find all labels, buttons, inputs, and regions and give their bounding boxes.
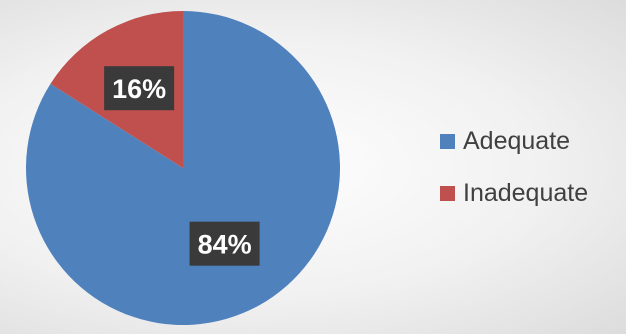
data-label-text: 84% — [198, 230, 252, 260]
legend-label-adequate: Adequate — [463, 126, 571, 155]
data-label-box — [104, 66, 175, 111]
legend: Adequate Inadequate — [440, 122, 588, 226]
legend-label-inadequate: Inadequate — [463, 178, 589, 207]
data-label-text: 16% — [112, 74, 166, 104]
legend-item-adequate: Adequate — [440, 122, 588, 160]
data-label-box — [189, 221, 260, 266]
data-label-adequate: 84% — [189, 221, 260, 266]
pie-slice-adequate — [25, 11, 340, 325]
legend-swatch-adequate — [440, 133, 455, 149]
data-label-inadequate: 16% — [104, 66, 175, 111]
legend-item-inadequate: Inadequate — [440, 174, 588, 212]
pie-chart: 84% 16% — [25, 11, 340, 325]
legend-swatch-inadequate — [440, 185, 455, 201]
